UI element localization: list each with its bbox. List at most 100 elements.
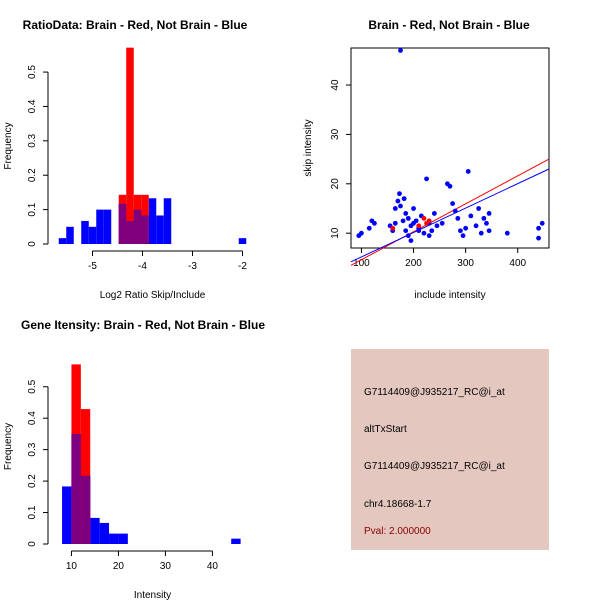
blue-point: [468, 213, 474, 219]
intensity-x-tick-label: 10: [66, 561, 78, 572]
intensity-y-tick-label: 0: [27, 541, 38, 547]
blue-point: [536, 235, 541, 241]
intensity-y-tick-label: 0.1: [27, 505, 38, 519]
info-panel: G7114409@J935217_RC@i_at altTxStart G711…: [351, 349, 549, 550]
blue-point: [429, 228, 435, 234]
blue-point: [403, 211, 409, 216]
blue-point: [486, 228, 492, 234]
blue-bar: [118, 533, 128, 544]
blue-point: [452, 208, 458, 214]
blue-bar: [238, 238, 247, 244]
blue-point: [486, 211, 492, 216]
blue-point: [405, 215, 411, 221]
blue-bar: [103, 209, 112, 244]
ratio-title: RatioData: Brain - Red, Not Brain - Blue: [23, 18, 248, 32]
scatter-xlabel: include intensity: [414, 290, 485, 301]
blue-point: [372, 220, 377, 226]
blue-point: [476, 206, 482, 211]
blue-point: [447, 183, 453, 189]
blue-point: [481, 215, 487, 221]
blue-bar: [58, 238, 67, 244]
blue-bar: [99, 522, 110, 544]
scatter-y-tick-label: 40: [330, 79, 341, 91]
blue-bar: [148, 198, 157, 244]
ratio-y-tick-label: 0.3: [27, 133, 38, 147]
blue-bar: [96, 209, 104, 244]
blue-point: [359, 230, 364, 236]
blue-point: [403, 228, 409, 234]
blue-point: [439, 220, 445, 226]
intensity-title: Gene Itensity: Brain - Red, Not Brain - …: [21, 318, 265, 332]
intensity-y-tick-label: 0.3: [27, 442, 38, 456]
pval-text: Pval: 2.000000: [364, 526, 431, 537]
red-point: [390, 225, 396, 231]
blue-point: [400, 218, 406, 224]
ratio-xlabel: Log2 Ratio Skip/Include: [100, 290, 206, 301]
blue-point: [405, 233, 411, 239]
intensity-x-tick-label: 30: [160, 561, 172, 572]
ratio-x-tick-label: -5: [88, 261, 97, 272]
red-point: [416, 223, 422, 229]
blue-point: [366, 225, 372, 231]
intensity-y-tick-label: 0.5: [27, 379, 38, 393]
scatter-y-tick-label: 20: [330, 178, 341, 190]
blue-point: [408, 238, 414, 243]
scatter-title: Brain - Red, Not Brain - Blue: [368, 18, 530, 32]
red-bar: [126, 47, 134, 244]
blue-point: [395, 198, 401, 204]
scatter-y-tick-label: 30: [330, 128, 341, 140]
ratio-x-tick-label: -4: [138, 261, 147, 272]
intensity-x-tick-label: 20: [113, 561, 125, 572]
scatter-ylabel: skip intensity: [303, 119, 314, 176]
blue-point: [460, 233, 466, 239]
blue-fit-line: [350, 168, 550, 263]
blue-bar: [231, 538, 241, 544]
red-point: [426, 218, 432, 224]
blue-point: [413, 218, 419, 224]
event-type: altTxStart: [364, 424, 407, 435]
blue-bar: [81, 220, 89, 244]
probe-id: G7114409@J935217_RC@i_at: [364, 387, 505, 398]
intensity-y-tick-label: 0.4: [27, 411, 38, 425]
blue-point: [504, 230, 510, 236]
blue-point: [473, 223, 479, 229]
overlap-bar: [80, 475, 91, 544]
blue-point: [431, 211, 437, 216]
blue-bar: [163, 198, 172, 244]
blue-point: [424, 176, 429, 182]
ratio-y-tick-label: 0.5: [27, 65, 38, 79]
blue-bar: [88, 226, 97, 244]
scatter-plot-frame: [350, 47, 550, 249]
blue-point: [478, 230, 484, 236]
blue-point: [465, 169, 471, 174]
intensity-x-tick-label: 40: [207, 561, 219, 572]
blue-bar: [90, 517, 100, 544]
scatter-x-tick-label: 100: [353, 258, 370, 269]
blue-point: [411, 206, 416, 211]
overlap-bar: [118, 203, 127, 244]
overlap-bar: [71, 433, 81, 544]
blue-point: [392, 220, 398, 226]
ratio-x-tick-label: -3: [188, 261, 197, 272]
ratio-y-tick-label: 0.1: [27, 202, 38, 216]
scatter-x-tick-label: 300: [457, 258, 474, 269]
overlap-bar: [126, 220, 134, 244]
blue-point: [450, 201, 456, 206]
blue-point: [416, 228, 422, 234]
blue-point: [397, 191, 402, 197]
blue-point: [401, 196, 407, 202]
red-point: [421, 215, 427, 221]
ratio-y-tick-label: 0.2: [27, 168, 38, 182]
intensity-xlabel: Intensity: [134, 590, 171, 600]
blue-point: [539, 220, 545, 226]
ratio-y-tick-label: 0.4: [27, 99, 38, 113]
blue-point: [421, 230, 427, 236]
blue-point: [463, 225, 469, 231]
blue-point: [398, 48, 403, 53]
blue-point: [536, 225, 541, 231]
blue-point: [458, 228, 463, 234]
red-fit-line: [350, 158, 550, 266]
blue-point: [398, 203, 403, 209]
blue-bar: [62, 486, 72, 544]
